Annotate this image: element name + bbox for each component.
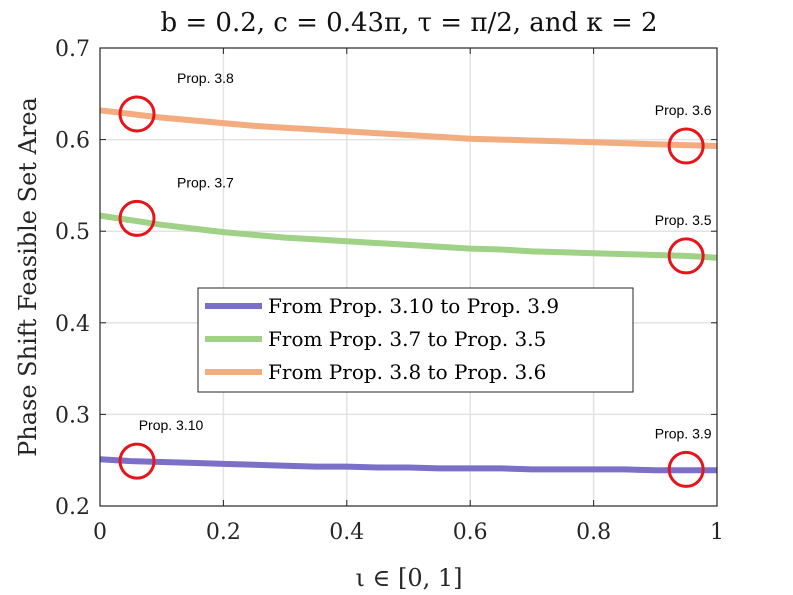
annotation-circle — [118, 442, 156, 480]
series-line-2 — [99, 212, 718, 261]
y-tick-label: 0.7 — [55, 37, 90, 62]
x-tick-label: 1 — [710, 520, 724, 545]
x-tick-label: 0.6 — [453, 520, 488, 545]
series-layer — [99, 107, 718, 474]
annotation-label: Prop. 3.9 — [655, 425, 712, 441]
annotation-circle — [667, 237, 705, 275]
annotation-circle — [667, 127, 705, 165]
x-tick-label: 0.8 — [576, 520, 611, 545]
y-tick-label: 0.2 — [55, 495, 90, 520]
legend-label-3: From Prop. 3.8 to Prop. 3.6 — [268, 360, 546, 384]
annotation-circle — [667, 450, 705, 488]
x-tick-label: 0 — [93, 520, 107, 545]
legend-box — [197, 287, 634, 393]
axes-box — [99, 47, 718, 507]
annotation-label: Prop. 3.6 — [655, 102, 712, 118]
y-tick-label: 0.6 — [55, 129, 90, 154]
y-tick-label: 0.3 — [55, 403, 90, 428]
annotation-circle — [118, 199, 156, 237]
annotation-label: Prop. 3.10 — [139, 417, 204, 433]
series-line-3 — [99, 107, 718, 149]
chart-title: b = 0.2, c = 0.43π, τ = π/2, and κ = 2 — [160, 8, 657, 38]
legend: From Prop. 3.10 to Prop. 3.9 From Prop. 3… — [197, 287, 634, 393]
legend-entries: From Prop. 3.10 to Prop. 3.9 From Prop. 3… — [205, 294, 559, 384]
annotation-label: Prop. 3.8 — [177, 70, 234, 86]
series-line-1 — [99, 456, 717, 474]
annotation-layer: Prop. 3.8 Prop. 3.6 Prop. 3.7 Prop. 3.5 Prop… — [118, 70, 712, 488]
annotation-label: Prop. 3.5 — [655, 212, 712, 228]
y-tick-label: 0.4 — [55, 312, 90, 337]
annotation-label: Prop. 3.7 — [177, 174, 234, 190]
y-axis-label: Phase Shift Feasible Set Area — [14, 97, 42, 457]
x-axis-label: ι ∈ [0, 1] — [356, 564, 463, 592]
x-tick-label: 0.2 — [206, 520, 241, 545]
tick-layer: 0 0.2 0.4 0.6 0.8 10.20.30.40.50.60.7 — [55, 37, 724, 545]
annotation-circle — [118, 95, 156, 133]
x-tick-label: 0.4 — [329, 520, 364, 545]
y-tick-label: 0.5 — [55, 220, 90, 245]
legend-label-1: From Prop. 3.10 to Prop. 3.9 — [268, 294, 559, 318]
plot-area — [100, 48, 717, 506]
legend-label-2: From Prop. 3.7 to Prop. 3.5 — [268, 327, 546, 351]
